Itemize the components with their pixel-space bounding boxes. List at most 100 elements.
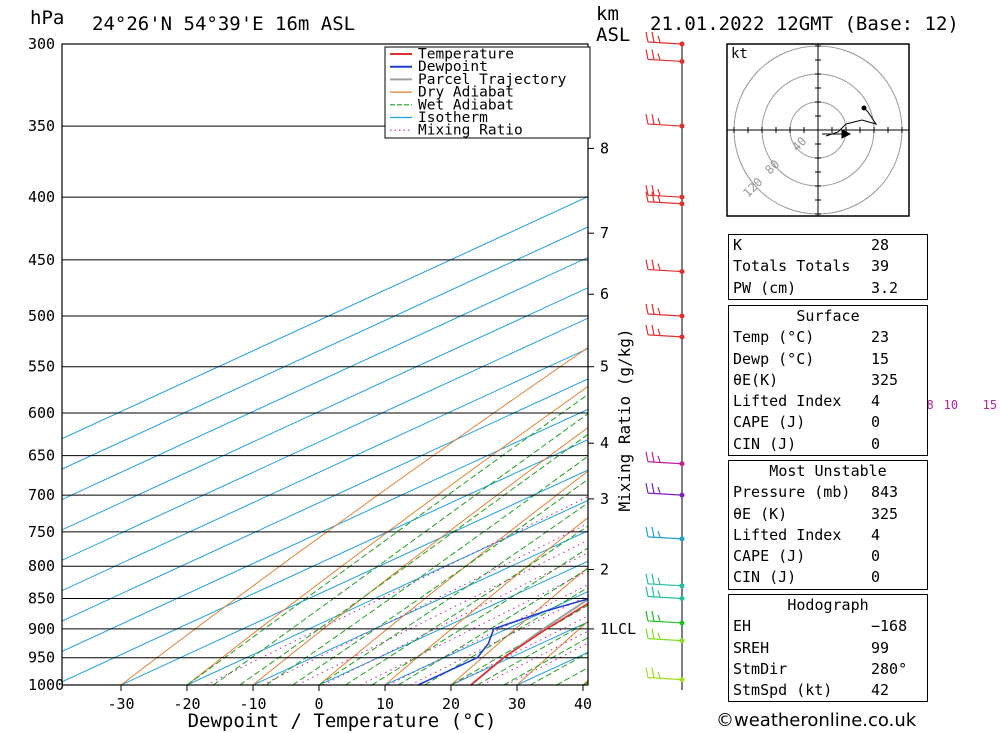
height-label: 4 — [600, 434, 609, 452]
legend-label: Dewpoint — [418, 59, 488, 75]
x-tick-label: -20 — [173, 695, 200, 713]
isotherm-line — [120, 469, 588, 685]
row-label: PW (cm) — [733, 278, 797, 297]
row-label: CAPE (J) — [733, 547, 806, 566]
wet-adiabat-line — [397, 567, 588, 685]
wind-barb — [645, 303, 683, 317]
isotherm-line — [62, 256, 588, 501]
table-row: StmSpd (kt) 42 — [729, 680, 927, 701]
table-row: SREH 99 — [729, 638, 927, 659]
row-value: 0 — [871, 413, 881, 432]
height-label: 3 — [600, 490, 609, 508]
isotherm-line — [62, 196, 588, 440]
hpa-unit: hPa — [30, 7, 64, 29]
table-row: Temp (°C) 23 — [729, 327, 927, 348]
wind-barbs — [645, 31, 685, 683]
parcel-trajectory-line — [470, 598, 588, 685]
surface-table: Surface Temp (°C) 23 Dewp (°C) 15 θE(K) 325 Li… — [728, 305, 928, 457]
table-row: θE(K) 325 — [729, 370, 927, 391]
row-value: 4 — [871, 525, 881, 544]
wind-barb — [645, 526, 683, 540]
row-value: 4 — [871, 392, 881, 411]
hodograph-title: Hodograph — [787, 596, 869, 614]
plot-frame — [61, 43, 589, 686]
pressure-label: 300 — [28, 35, 55, 53]
row-value: 0 — [871, 547, 881, 566]
row-value: 843 — [871, 483, 899, 502]
row-label: StmSpd (kt) — [733, 681, 833, 700]
table-row: Lifted Index 4 — [729, 391, 927, 412]
row-value: 15 — [871, 349, 890, 368]
height-label: 6 — [600, 285, 609, 303]
wind-barb — [645, 191, 683, 205]
km-unit: km — [596, 3, 619, 25]
pressure-label: 350 — [28, 117, 55, 135]
dry-adiabat-line — [450, 566, 588, 685]
table-row: PW (cm) 3.2 — [729, 278, 927, 299]
wind-barb — [645, 573, 683, 587]
pressure-label: 700 — [28, 486, 55, 504]
row-value: −168 — [871, 617, 908, 636]
wind-barb — [645, 113, 683, 127]
row-value: 23 — [871, 328, 890, 347]
legend-label: Mixing Ratio — [418, 123, 523, 139]
legend-label: Parcel Trajectory — [418, 72, 567, 88]
dry-adiabat-line — [186, 385, 588, 685]
wind-barb — [645, 586, 683, 600]
wind-barb — [645, 667, 683, 681]
height-label: 8 — [600, 139, 609, 157]
isotherm-line — [62, 408, 588, 652]
row-label: CIN (J) — [733, 568, 797, 587]
x-tick-label: 40 — [574, 695, 592, 713]
isotherm-line — [62, 378, 588, 622]
wet-adiabat-line — [424, 586, 588, 685]
row-label: StmDir — [733, 659, 788, 678]
table-row: CAPE (J) 0 — [729, 546, 927, 567]
row-value: 28 — [871, 236, 890, 254]
pressure-label: 1000 — [28, 676, 64, 694]
table-row: EH −168 — [729, 616, 927, 637]
dry-adiabat-line — [120, 346, 588, 685]
x-tick-label: -10 — [239, 695, 266, 713]
pressure-label: 900 — [28, 620, 55, 638]
wind-barb — [645, 324, 683, 338]
legend-label: Wet Adiabat — [418, 97, 514, 113]
table-row: CIN (J) 0 — [729, 567, 927, 588]
dewpoint-line — [417, 598, 588, 685]
hodograph-table: Hodograph EH −168 SREH 99 StmDir 280° StmSpd (… — [728, 594, 928, 703]
row-label: θE (K) — [733, 504, 788, 523]
wet-adiabat-line — [345, 525, 588, 685]
table-row: CAPE (J) 0 — [729, 412, 927, 433]
wind-barb — [645, 185, 683, 198]
x-tick-label: -30 — [107, 695, 134, 713]
row-label: CIN (J) — [733, 434, 797, 453]
hodograph-storm-arrow — [822, 129, 852, 139]
row-value: 42 — [871, 681, 890, 700]
row-value: 280° — [871, 659, 908, 678]
hodograph-point — [861, 105, 867, 111]
pressure-label: 850 — [28, 589, 55, 607]
legend-label: Dry Adiabat — [418, 85, 514, 101]
mixing-ratio-line — [205, 496, 588, 685]
table-row: Totals Totals 39 — [729, 256, 927, 277]
row-label: CAPE (J) — [733, 413, 806, 432]
dry-adiabat-line — [252, 426, 588, 685]
height-label: 5 — [600, 358, 609, 376]
legend-label: Isotherm — [418, 110, 488, 126]
table-row: Dewp (°C) 15 — [729, 349, 927, 370]
x-tick-label: 20 — [442, 695, 460, 713]
wet-adiabat-line — [292, 478, 588, 685]
isotherm-line — [186, 499, 588, 685]
wind-barb — [645, 482, 683, 496]
row-label: Dewp (°C) — [733, 349, 815, 368]
indices-table: K 28 Totals Totals 39 PW (cm) 3.2 — [728, 234, 928, 300]
isotherm-line — [62, 347, 588, 592]
pressure-levels: 300 350 400 450 500 550 600 650 700 750 800 850 900 9… — [28, 35, 588, 694]
table-row: K 28 — [729, 235, 927, 256]
credit: ©weatheronline.co.uk — [716, 710, 917, 731]
pressure-label: 800 — [28, 557, 55, 575]
pressure-label: 750 — [28, 523, 55, 541]
